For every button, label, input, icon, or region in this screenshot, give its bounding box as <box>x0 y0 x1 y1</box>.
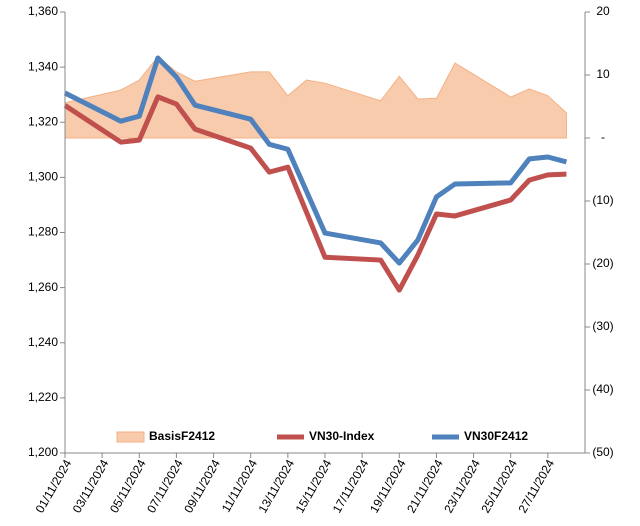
y2-tick-label: (30) <box>592 319 613 333</box>
y-tick-label: 1,300 <box>28 170 58 184</box>
legend-label: VN30-Index <box>309 429 375 443</box>
legend-label: BasisF2412 <box>149 429 215 443</box>
y-tick-label: 1,240 <box>28 335 58 349</box>
y2-tick-label: (40) <box>592 382 613 396</box>
line <box>63 94 567 293</box>
x-tick-label: 01/11/2024 <box>33 457 75 516</box>
y2-tick-label: - <box>601 130 605 144</box>
x-tick-label: 03/11/2024 <box>70 457 112 516</box>
y-tick-label: 1,340 <box>28 59 58 73</box>
x-tick-label: 07/11/2024 <box>144 457 186 516</box>
y-tick-label: 1,360 <box>28 4 58 18</box>
legend-swatch <box>116 431 145 443</box>
x-tick-label: 13/11/2024 <box>255 457 297 516</box>
x-tick-label: 23/11/2024 <box>441 457 483 516</box>
x-tick-label: 19/11/2024 <box>367 457 409 516</box>
x-tick-label: 15/11/2024 <box>293 457 335 516</box>
x-tick-label: 25/11/2024 <box>478 457 520 516</box>
x-tick-label: 27/11/2024 <box>515 457 557 516</box>
x-tick-label: 21/11/2024 <box>404 457 446 516</box>
x-tick-label: 17/11/2024 <box>330 457 372 516</box>
area <box>64 56 567 139</box>
legend: BasisF2412 VN30-Index VN30F2412 <box>116 429 528 443</box>
legend-label: VN30F2412 <box>464 429 528 443</box>
line <box>63 55 568 266</box>
y2-tick-label: 10 <box>596 67 610 81</box>
y2-tick-label: (20) <box>592 256 613 270</box>
y-tick-label: 1,200 <box>28 445 58 459</box>
y-tick-label: 1,260 <box>28 280 58 294</box>
x-tick-label: 05/11/2024 <box>107 457 149 516</box>
y2-tick-label: 20 <box>596 4 610 18</box>
y-tick-label: 1,220 <box>28 390 58 404</box>
x-tick-label: 11/11/2024 <box>219 457 260 515</box>
x-tick-label: 09/11/2024 <box>181 457 223 516</box>
y-tick-label: 1,320 <box>28 114 58 128</box>
y-tick-label: 1,280 <box>28 225 58 239</box>
y2-tick-label: (10) <box>592 193 613 207</box>
y2-tick-label: (50) <box>592 445 613 459</box>
